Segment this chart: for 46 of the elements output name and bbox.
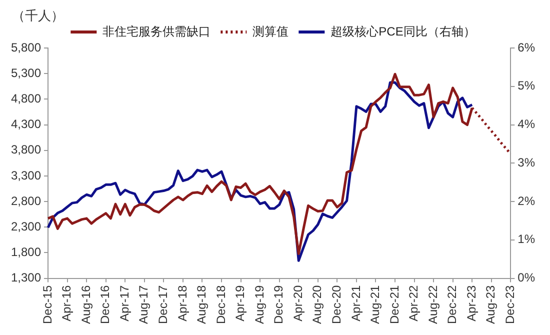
x-tick-label: Dec-16 (98, 284, 112, 324)
x-tick-label: Apr-21 (348, 284, 363, 322)
y-tick-label: 1,300 (11, 270, 42, 285)
y2-tick-label: 0% (518, 270, 536, 285)
x-tick-label: Aug-20 (310, 284, 324, 324)
x-tick-label: Aug-21 (368, 284, 382, 324)
x-tick-label: Aug-22 (426, 284, 440, 324)
y-tick-label: 4,300 (11, 117, 42, 132)
y2-tick-label: 5% (518, 78, 536, 93)
y2-tick-label: 2% (518, 194, 536, 208)
y-tick-label: 2,300 (11, 219, 42, 234)
x-tick-label: Dec-17 (156, 284, 170, 324)
y-axis-title: （千人） (12, 8, 64, 24)
x-tick-label: Dec-18 (214, 284, 228, 324)
x-tick-label: Apr-16 (60, 284, 74, 322)
y2-tick-label: 3% (518, 155, 536, 170)
x-tick-label: Aug-16 (78, 284, 93, 324)
x-tick-label: Apr-22 (406, 284, 421, 322)
x-tick-label: Aug-18 (194, 284, 209, 324)
x-tick-label: Apr-20 (290, 284, 305, 322)
legend-label: 测算值 (252, 24, 289, 38)
y-tick-label: 1,800 (11, 245, 42, 260)
legend-label: 非住宅服务供需缺口 (102, 24, 211, 38)
x-tick-label: Dec-23 (502, 284, 517, 324)
x-tick-label: Dec-20 (329, 284, 344, 324)
x-tick-label: Dec-15 (40, 284, 54, 324)
y2-tick-label: 6% (518, 40, 536, 54)
x-tick-label: Apr-19 (233, 284, 248, 322)
y-tick-label: 4,800 (11, 91, 42, 106)
y-tick-label: 3,800 (11, 142, 42, 157)
x-tick-label: Aug-19 (252, 284, 266, 324)
y2-tick-label: 4% (518, 117, 536, 132)
y-tick-label: 2,800 (11, 194, 42, 208)
x-tick-label: Aug-23 (484, 284, 498, 324)
x-tick-label: Aug-17 (136, 284, 151, 324)
x-tick-label: Apr-18 (175, 284, 190, 322)
x-tick-label: Dec-21 (387, 284, 402, 324)
y2-tick-label: 1% (518, 232, 536, 246)
y-tick-label: 5,300 (11, 66, 42, 80)
y-tick-label: 3,300 (11, 168, 42, 182)
x-tick-label: Apr-17 (117, 284, 132, 322)
x-tick-label: Dec-22 (445, 284, 460, 324)
y-tick-label: 5,800 (11, 40, 42, 54)
legend-label: 超级核心PCE同比（右轴） (330, 24, 476, 38)
x-tick-label: Dec-19 (272, 284, 286, 324)
x-tick-label: Apr-23 (464, 284, 478, 322)
